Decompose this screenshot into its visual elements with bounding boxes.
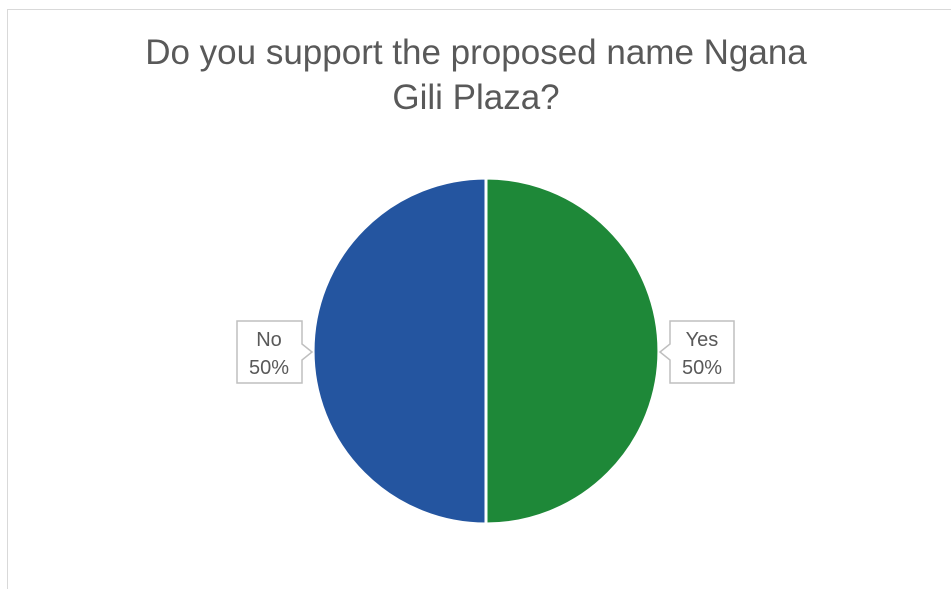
callout-no-label: No (256, 329, 282, 351)
callout-yes-box (658, 320, 735, 384)
pie-slice-yes (484, 176, 661, 526)
pie-slices (311, 176, 661, 526)
callout-yes: Yes 50% (658, 320, 735, 384)
chart-title-line-1: Do you support the proposed name Ngana (145, 33, 807, 72)
callout-no-box (236, 320, 314, 384)
chart-title-line-2: Gili Plaza? (392, 78, 560, 117)
callout-no: No 50% (236, 320, 314, 384)
chart-title: Do you support the proposed name Ngana G… (0, 30, 952, 120)
callout-yes-label: Yes (686, 329, 719, 351)
callout-yes-percent: 50% (682, 357, 722, 379)
callout-no-percent: 50% (249, 357, 289, 379)
pie-slice-no (311, 176, 488, 526)
